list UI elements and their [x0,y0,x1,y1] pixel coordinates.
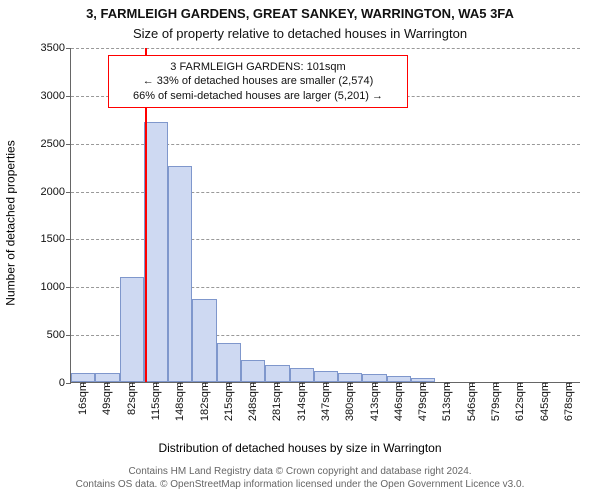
histogram-bar [192,299,216,382]
footer-line: Contains HM Land Registry data © Crown c… [0,466,600,479]
x-axis-label: Distribution of detached houses by size … [0,441,600,455]
y-axis-label: Number of detached properties [3,55,17,390]
x-tick-label: 678sqm [563,382,575,421]
legend-line: 3 FARMLEIGH GARDENS: 101sqm [117,60,399,74]
x-tick-label: 148sqm [174,382,186,421]
x-tick-label: 215sqm [223,382,235,421]
histogram-bar [95,373,119,382]
y-tick-label: 1500 [41,233,71,245]
y-tick-label: 1000 [41,281,71,293]
legend-line: ← 33% of detached houses are smaller (2,… [117,74,399,88]
histogram-bar [168,166,192,382]
histogram-bar [362,374,386,382]
x-tick-label: 248sqm [247,382,259,421]
y-tick-label: 500 [47,329,71,341]
x-tick-label: 49sqm [101,382,113,415]
x-tick-label: 347sqm [320,382,332,421]
legend-box: 3 FARMLEIGH GARDENS: 101sqm ← 33% of det… [108,55,408,108]
chart-title-line2: Size of property relative to detached ho… [0,26,600,41]
x-tick-label: 513sqm [441,382,453,421]
histogram-bar [241,360,265,382]
x-tick-label: 612sqm [514,382,526,421]
x-tick-label: 579sqm [490,382,502,421]
x-tick-label: 446sqm [393,382,405,421]
y-tick-label: 2000 [41,186,71,198]
x-tick-label: 546sqm [466,382,478,421]
legend-line: 66% of semi-detached houses are larger (… [117,89,399,103]
histogram-bar [265,365,289,382]
x-tick-label: 115sqm [150,382,162,420]
y-tick-label: 0 [59,377,71,389]
histogram-bar [71,373,95,382]
x-tick-label: 314sqm [296,382,308,421]
x-tick-label: 479sqm [417,382,429,421]
histogram-bar [314,371,338,382]
x-tick-label: 413sqm [369,382,381,421]
grid-line [71,48,580,49]
y-tick-label: 2500 [41,138,71,150]
footer: Contains HM Land Registry data © Crown c… [0,466,600,491]
histogram-bar [290,368,314,382]
chart-container: 3, FARMLEIGH GARDENS, GREAT SANKEY, WARR… [0,0,600,500]
y-tick-label: 3000 [41,90,71,102]
x-tick-label: 380sqm [344,382,356,421]
footer-line: Contains OS data. © OpenStreetMap inform… [0,479,600,492]
histogram-bar [217,343,241,382]
chart-title-line1: 3, FARMLEIGH GARDENS, GREAT SANKEY, WARR… [0,6,600,21]
x-tick-label: 182sqm [199,382,211,421]
histogram-bar [338,373,362,382]
x-tick-label: 645sqm [539,382,551,421]
x-tick-label: 82sqm [126,382,138,415]
histogram-bar [120,277,144,382]
x-tick-label: 16sqm [77,382,89,415]
y-tick-label: 3500 [41,42,71,54]
x-tick-label: 281sqm [271,382,283,421]
histogram-bar [144,122,168,382]
